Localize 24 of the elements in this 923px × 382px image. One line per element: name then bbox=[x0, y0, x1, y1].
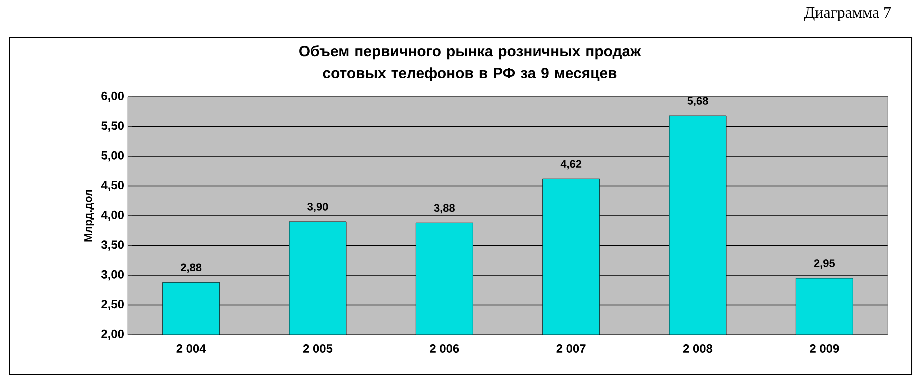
y-tick-label: 2,50 bbox=[102, 300, 124, 310]
x-tick-label: 2 007 bbox=[556, 344, 586, 353]
data-label: 4,62 bbox=[560, 160, 582, 170]
y-tick-label: 4,50 bbox=[101, 181, 124, 192]
x-tick-label: 2 009 bbox=[810, 344, 840, 353]
x-tick-label: 2 006 bbox=[430, 344, 460, 353]
data-label: 3,88 bbox=[434, 204, 455, 214]
x-tick-label: 2 005 bbox=[303, 344, 333, 353]
y-tick-label: 3,00 bbox=[101, 270, 124, 281]
y-tick-label: 5,50 bbox=[102, 122, 124, 132]
x-tick-label: 2 008 bbox=[683, 344, 713, 353]
text: Диаграмма 7 bbox=[804, 8, 892, 22]
y-tick-label: 2,00 bbox=[102, 330, 124, 340]
x-tick-label: 2 004 bbox=[176, 344, 206, 353]
y-tick-label: 3,50 bbox=[101, 240, 124, 251]
data-label: 5,68 bbox=[688, 97, 708, 107]
y-axis-title: Млрд.дол bbox=[84, 190, 94, 242]
y-tick-label: 5,00 bbox=[102, 151, 124, 162]
y-tick-label: 6,00 bbox=[102, 92, 124, 102]
data-label: 2,88 bbox=[181, 264, 202, 274]
data-label: 3,90 bbox=[308, 203, 328, 212]
y-tick-label: 4,00 bbox=[101, 210, 124, 222]
data-label: 2,95 bbox=[814, 260, 836, 269]
chart-title: Объем первичного рынка розничных продаж сотовых телефонов в РФ за 9 месяцев bbox=[300, 46, 642, 82]
